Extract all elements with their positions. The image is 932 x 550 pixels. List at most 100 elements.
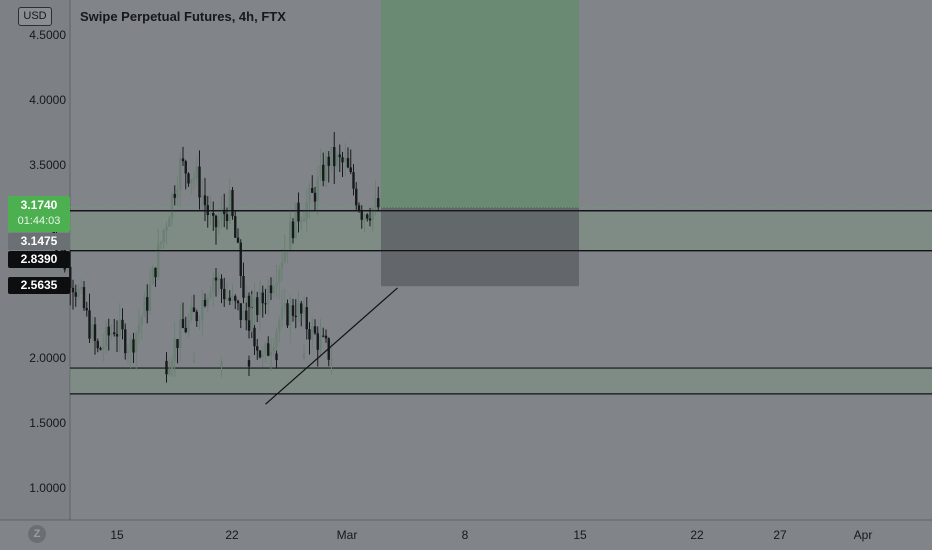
candle-body: [327, 156, 330, 166]
candle-body: [77, 289, 80, 297]
candle-body: [104, 326, 108, 347]
candle-body: [179, 158, 182, 190]
candle-body: [269, 285, 273, 294]
candle-body: [220, 209, 223, 220]
candle-body: [366, 214, 369, 219]
candle-body: [278, 320, 281, 332]
candle-body: [203, 195, 207, 206]
candle-body: [355, 188, 358, 206]
candle-body: [91, 324, 94, 339]
price-label-3-5: 3.5000: [29, 158, 66, 172]
candle-body: [231, 296, 234, 301]
candle-body: [308, 329, 311, 340]
time-label-27: 27: [773, 528, 787, 542]
candle-body: [173, 339, 176, 362]
price-label-4-0: 4.0000: [29, 93, 66, 107]
candle-body: [250, 308, 253, 331]
candle-body: [126, 350, 130, 354]
candle-body: [261, 354, 264, 358]
time-label-15: 15: [110, 528, 124, 542]
candle-body: [223, 209, 226, 215]
candle-body: [176, 339, 179, 349]
candle-body: [242, 310, 245, 320]
candle-body: [154, 267, 157, 278]
candle-body: [236, 300, 240, 304]
time-label-mar: Mar: [336, 528, 358, 542]
candle-body: [60, 249, 64, 251]
candle-body: [234, 216, 237, 238]
candle-body: [344, 158, 347, 163]
candle-body: [184, 161, 187, 174]
candle-body: [264, 343, 267, 355]
candle-body: [187, 319, 190, 333]
price-label-4-5: 4.5000: [29, 28, 66, 42]
candle-body: [319, 164, 322, 178]
candle-body: [256, 297, 259, 316]
tradingview-logo-icon[interactable]: Z: [28, 525, 46, 543]
candle-body: [278, 269, 281, 283]
candle-body: [201, 195, 204, 198]
level-tag-2-5635: 2.5635: [8, 277, 70, 294]
support-zone: [70, 368, 932, 394]
candle-body: [209, 213, 212, 215]
candle-body: [377, 198, 380, 208]
long-position-stop-zone: [381, 207, 579, 287]
candle-body: [143, 297, 146, 317]
candle-body: [137, 324, 141, 333]
candle-body: [338, 154, 341, 158]
candle-body: [217, 278, 220, 281]
candle-body: [313, 326, 317, 334]
candle-body: [245, 310, 248, 321]
candle-body: [192, 307, 196, 312]
candle-body: [335, 154, 339, 167]
candle-body: [324, 156, 328, 181]
candle-body: [151, 267, 154, 285]
candle-body: [168, 218, 171, 227]
long-position-target-zone: [381, 0, 579, 208]
symbol-title: Swipe Perpetual Futures, 4h, FTX: [80, 9, 286, 24]
candle-body: [297, 303, 300, 318]
candle-body: [245, 295, 248, 298]
candle-body: [239, 303, 242, 320]
candle-body: [258, 292, 262, 316]
currency-button[interactable]: USD: [18, 7, 52, 26]
candle-body: [176, 189, 179, 198]
candle-body: [308, 187, 311, 203]
candle-body: [181, 158, 185, 162]
candle-body: [80, 287, 83, 290]
candle-body: [311, 326, 314, 340]
candle-body: [349, 167, 352, 173]
candle-body: [140, 316, 143, 325]
candle-body: [236, 237, 240, 243]
candle-body: [275, 353, 278, 361]
candle-body: [316, 333, 319, 350]
candle-body: [170, 361, 174, 369]
candle-body: [162, 230, 165, 242]
candle-body: [201, 299, 204, 320]
candle-body: [69, 266, 72, 288]
candle-body: [190, 179, 193, 184]
candle-body: [258, 350, 262, 358]
candle-body: [294, 315, 297, 318]
candle-body: [324, 335, 328, 339]
candle-body: [322, 164, 325, 181]
candle-body: [267, 285, 270, 304]
candle-body: [181, 319, 185, 328]
candle-body: [253, 327, 256, 347]
time-label-22-mar: 22: [690, 528, 704, 542]
candle-body: [115, 334, 119, 337]
candle-body: [173, 193, 176, 198]
candle-body: [214, 215, 218, 228]
candle-body: [96, 340, 99, 349]
candle-body: [302, 353, 306, 360]
candle-body: [85, 308, 88, 311]
candle-body: [363, 214, 366, 220]
candle-body: [157, 244, 160, 278]
candle-body: [192, 177, 196, 180]
candle-body: [99, 348, 102, 350]
candle-body: [302, 218, 306, 222]
candle-body: [168, 368, 171, 375]
candle-body: [212, 277, 215, 293]
candle-body: [124, 329, 127, 354]
